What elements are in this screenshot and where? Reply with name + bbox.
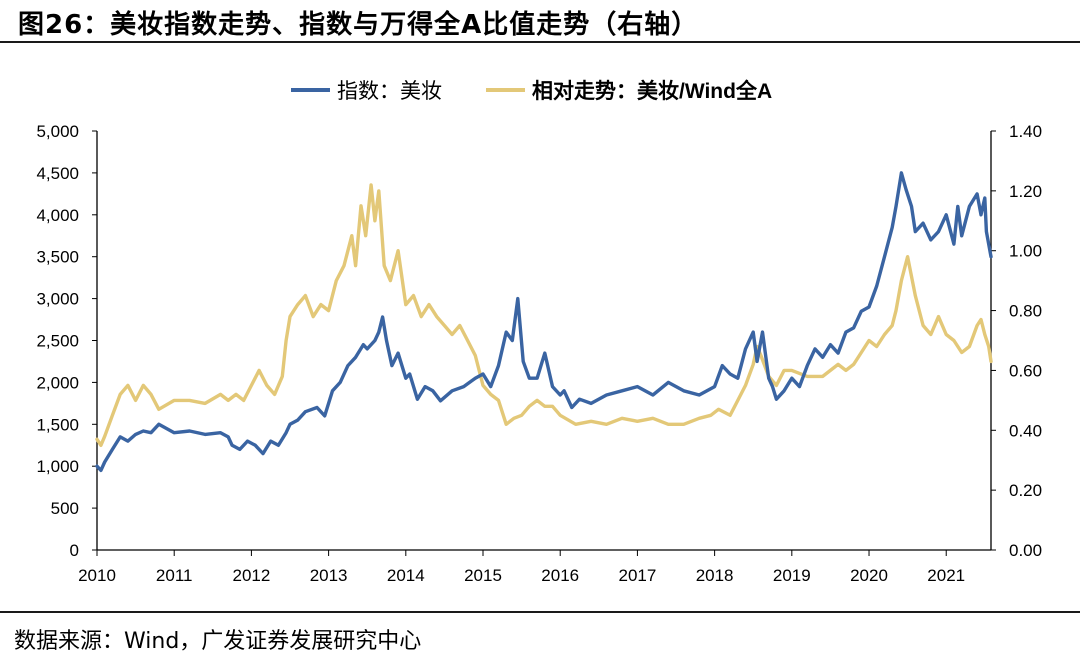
x-tick-label: 2013 [310, 566, 348, 585]
x-tick-label: 2017 [619, 566, 657, 585]
y-left-tick-label: 1,500 [36, 415, 79, 434]
x-tick-label: 2019 [773, 566, 811, 585]
y-right-tick-label: 0.60 [1009, 361, 1042, 380]
y-left-tick-label: 3,500 [36, 248, 79, 267]
legend: 指数：美妆 相对走势：美妆/Wind全A [291, 79, 772, 103]
y-right-tick-label: 0.40 [1009, 421, 1042, 440]
x-tick-label: 2020 [850, 566, 888, 585]
y-right-tick-label: 0.80 [1009, 302, 1042, 321]
y-right-tick-label: 0.00 [1009, 541, 1042, 560]
legend-label-relative: 相对走势：美妆/Wind全A [532, 79, 772, 103]
y-left-tick-label: 3,000 [36, 290, 79, 309]
legend-label-index: 指数：美妆 [337, 80, 442, 103]
series-line-index [95, 171, 993, 473]
source-note: 数据来源：Wind，广发证券发展研究中心 [14, 629, 422, 654]
x-tick-label: 2016 [541, 566, 579, 585]
x-tick-label: 2014 [387, 566, 425, 585]
y-left-tick-label: 1,000 [36, 457, 79, 476]
x-tick-label: 2011 [156, 566, 193, 585]
x-tick-label: 2021 [927, 566, 965, 585]
y-left-tick-label: 4,500 [36, 164, 79, 183]
y-left-tick-label: 5,000 [36, 122, 79, 141]
y-right-tick-label: 1.00 [1009, 242, 1042, 261]
plot-area [95, 171, 993, 473]
series-line-relative [95, 183, 993, 447]
x-tick-label: 2015 [464, 566, 502, 585]
y-left-tick-label: 0 [70, 541, 79, 560]
chart: 指数：美妆 相对走势：美妆/Wind全A 0 500 1,000 1,500 2,000… [36, 79, 1042, 585]
y-right-tick-label: 1.20 [1009, 182, 1042, 201]
figure-title: 图26：美妆指数走势、指数与万得全A比值走势（右轴） [18, 10, 699, 40]
x-tick-label: 2010 [78, 566, 116, 585]
y-right-tick-label: 1.40 [1009, 122, 1042, 141]
y-left-tick-label: 2,000 [36, 373, 79, 392]
y-left-tick-label: 2,500 [36, 332, 79, 351]
x-tick-label: 2018 [696, 566, 734, 585]
bottom-divider [0, 611, 1080, 613]
x-tick-label: 2012 [232, 566, 270, 585]
axes: 0 500 1,000 1,500 2,000 2,500 3,000 3,500 4,000 4… [36, 122, 1042, 585]
y-left-tick-label: 4,000 [36, 206, 79, 225]
top-divider [0, 41, 1080, 43]
y-right-tick-label: 0.20 [1009, 481, 1042, 500]
y-left-tick-label: 500 [51, 499, 79, 518]
